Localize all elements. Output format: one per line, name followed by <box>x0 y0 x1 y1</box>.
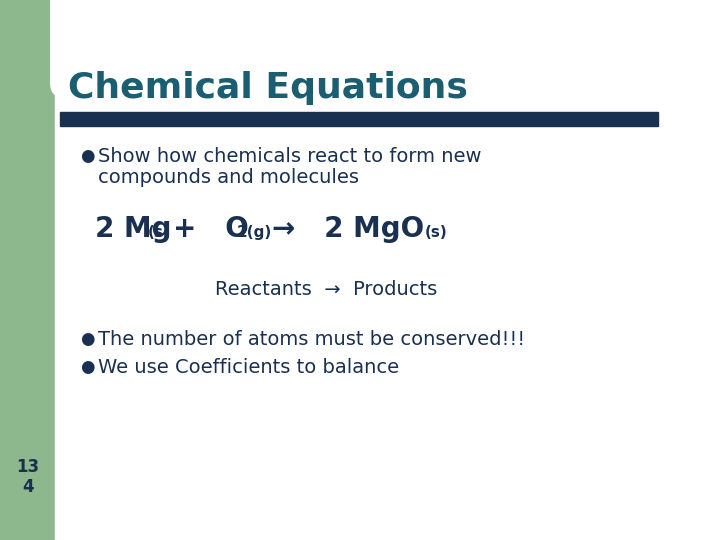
Bar <box>60 112 658 126</box>
Text: The number of atoms must be conserved!!!: The number of atoms must be conserved!!! <box>98 330 525 349</box>
Text: ●: ● <box>80 147 94 165</box>
Text: compounds and molecules: compounds and molecules <box>98 168 359 187</box>
Text: →   2 MgO: → 2 MgO <box>272 215 424 243</box>
Text: 2(g): 2(g) <box>237 225 272 240</box>
Text: 4: 4 <box>22 478 34 496</box>
Text: Show how chemicals react to form new: Show how chemicals react to form new <box>98 147 482 166</box>
Text: We use Coefficients to balance: We use Coefficients to balance <box>98 358 399 377</box>
Text: ●: ● <box>80 358 94 376</box>
Text: 2 Mg: 2 Mg <box>95 215 171 243</box>
Bar <box>55 0 250 78</box>
FancyBboxPatch shape <box>50 0 720 98</box>
Text: (s): (s) <box>148 225 171 240</box>
Text: 13: 13 <box>17 458 40 476</box>
Text: (s): (s) <box>425 225 448 240</box>
Text: +   O: + O <box>173 215 248 243</box>
Text: Reactants  →  Products: Reactants → Products <box>215 280 437 299</box>
Text: ●: ● <box>80 330 94 348</box>
Bar <box>0 0 55 540</box>
Text: Chemical Equations: Chemical Equations <box>68 71 468 105</box>
Bar <box>55 78 720 540</box>
